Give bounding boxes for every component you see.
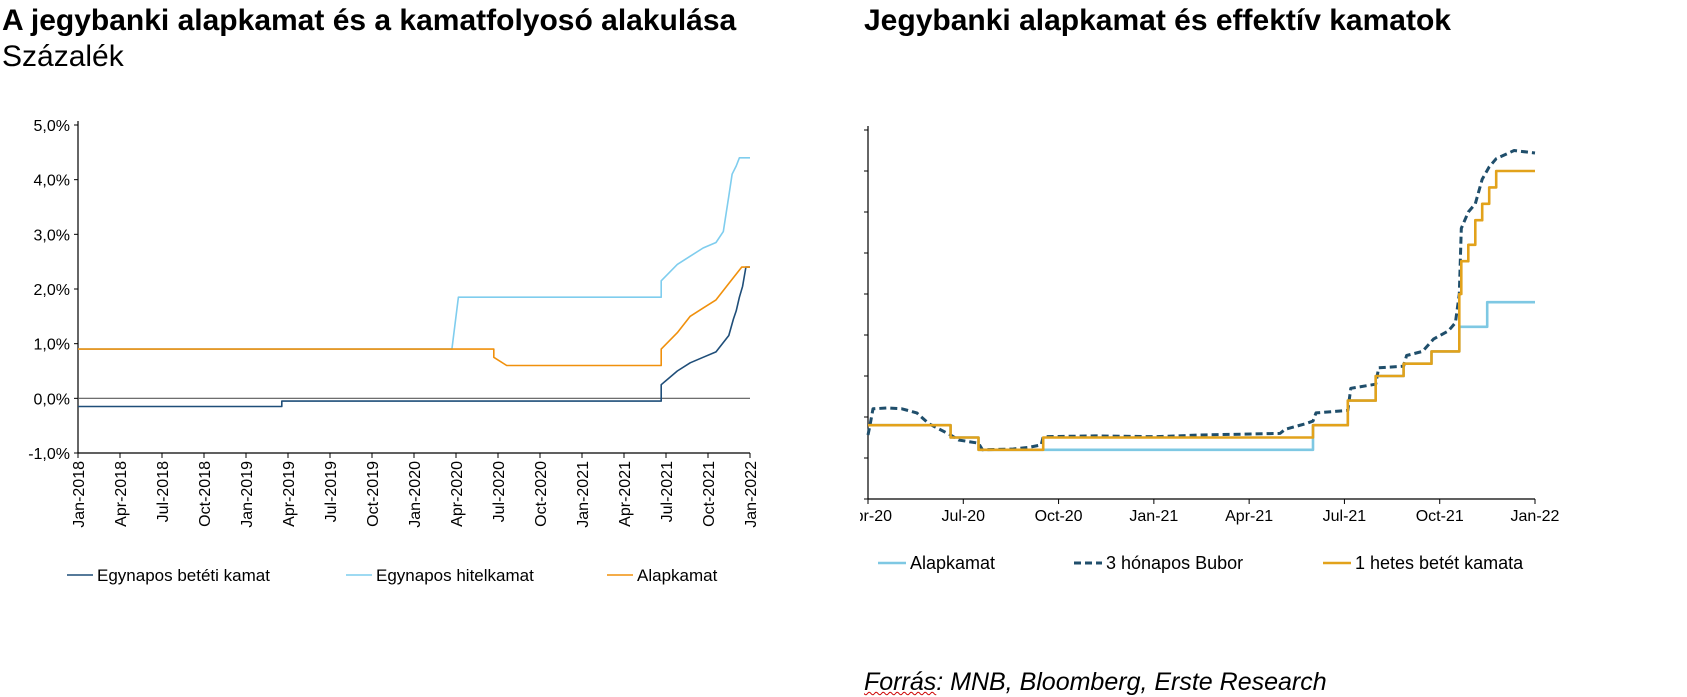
- x-tick-label: Jul-2020: [491, 461, 508, 522]
- x-tick-label: Oct-21: [1416, 508, 1464, 525]
- source-label: Forrás: [864, 668, 937, 696]
- y-tick-label: 3,0%: [34, 227, 70, 244]
- x-tick-label: Jul-2021: [659, 461, 676, 522]
- y-tick-label: 0,0%: [34, 391, 70, 408]
- x-tick-label: Apr-2019: [281, 461, 298, 527]
- series-line-alapkamat: [868, 300, 1535, 452]
- x-tick-label: Jan-22: [1511, 508, 1560, 525]
- series-line-egynapos-hitelkamat: [78, 157, 750, 350]
- y-tick-label: 4,0%: [34, 173, 70, 190]
- series-line-alapkamat: [78, 266, 750, 367]
- source-text: : MNB, Bloomberg, Erste Research: [936, 668, 1327, 696]
- x-tick-label: Jul-2018: [155, 461, 172, 522]
- y-tick-label: 5,0%: [34, 118, 70, 135]
- x-tick-label: Jul-2019: [323, 461, 340, 522]
- series-line-1-hetes-betet-kamata: [868, 169, 1535, 452]
- x-tick-label: Oct-2019: [365, 461, 382, 527]
- source-note: Forrás: MNB, Bloomberg, Erste Research: [864, 668, 1327, 697]
- x-tick-label: Apr-2020: [449, 461, 466, 527]
- right-chart: 0,0%0,5%1,0%1,5%2,0%2,5%3,0%3,5%4,0%4,5%…: [860, 126, 1560, 573]
- x-tick-label: Jan-2019: [239, 461, 256, 528]
- x-tick-label: Apr-20: [860, 508, 892, 525]
- x-tick-label: Jul-21: [1323, 508, 1367, 525]
- x-tick-label: Jan-2021: [575, 461, 592, 528]
- right-chart-title: Jegybanki alapkamat és effektív kamatok: [864, 4, 1451, 37]
- legend-label-alapkamat: Alapkamat: [910, 553, 995, 573]
- y-tick-label: 2,0%: [34, 282, 70, 299]
- legend-label-egynapos-hitelkamat: Egynapos hitelkamat: [376, 566, 534, 585]
- x-tick-label: Oct-2020: [533, 461, 550, 527]
- left-chart: -1,0% 0,0% 1,0% 2,0% 3,0% 4,0% 5,0% Jan-2018 Apr…: [28, 118, 760, 585]
- x-tick-label: Oct-2021: [701, 461, 718, 527]
- x-tick-label: Jan-2022: [743, 461, 760, 528]
- legend-label-1-hetes-betet-kamata: 1 hetes betét kamata: [1355, 553, 1524, 573]
- x-tick-label: Jan-21: [1129, 508, 1178, 525]
- x-tick-label: Jan-2018: [71, 461, 88, 528]
- x-tick-label: Oct-20: [1035, 508, 1083, 525]
- x-tick-label: Jan-2020: [407, 461, 424, 528]
- x-tick-label: Apr-21: [1225, 508, 1273, 525]
- series-line-3-honapos-bubor: [866, 149, 1536, 452]
- series-line-egynapos-beteti-kamat: [78, 266, 750, 408]
- legend-label-egynapos-beteti-kamat: Egynapos betéti kamat: [97, 566, 270, 585]
- x-tick-label: Oct-2018: [197, 461, 214, 527]
- x-tick-label: Jul-20: [941, 508, 985, 525]
- legend-label-3-honapos-bubor: 3 hónapos Bubor: [1106, 553, 1243, 573]
- y-tick-label: -1,0%: [28, 446, 70, 463]
- x-tick-label: Apr-2018: [113, 461, 130, 527]
- y-tick-label: 1,0%: [34, 337, 70, 354]
- left-chart-subtitle: Százalék: [2, 40, 124, 73]
- legend-label-alapkamat: Alapkamat: [637, 566, 718, 585]
- x-tick-label: Apr-2021: [617, 461, 634, 527]
- left-chart-title: A jegybanki alapkamat és a kamatfolyosó …: [2, 4, 737, 37]
